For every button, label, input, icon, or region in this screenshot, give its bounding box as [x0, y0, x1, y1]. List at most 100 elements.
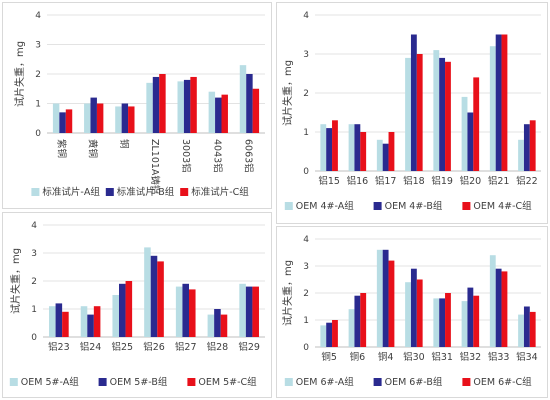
y-tick-label: 1	[35, 100, 41, 110]
x-category-label: 铝22	[516, 175, 538, 187]
bar	[501, 271, 508, 347]
x-category-label: 铝33	[488, 351, 510, 363]
x-category-label: 铝32	[460, 351, 482, 363]
chart-panel-oem4: 0 1 2 3 4 试片失重，mg 铝15 铝16 铝17 铝18 铝19 铝20 铝21 铝22 OEM …	[276, 2, 548, 224]
y-tick-label: 0	[35, 129, 41, 139]
bar	[239, 65, 247, 133]
bar	[439, 298, 446, 347]
legend-label: OEM 5#-C组	[198, 376, 257, 388]
bar	[360, 132, 367, 171]
bar	[221, 94, 228, 133]
x-category-label: 铝16	[347, 175, 369, 187]
bar	[52, 103, 60, 133]
bar	[439, 57, 446, 171]
bar	[214, 309, 221, 337]
bar	[523, 306, 530, 347]
bar	[215, 97, 222, 133]
bar	[246, 74, 253, 133]
legend-label: OEM 4#-B组	[385, 200, 443, 212]
bar	[183, 79, 191, 133]
x-category-label: 3003铝	[180, 139, 192, 173]
x-category-label: 铝18	[403, 175, 425, 187]
legend-label: 标准试片-C组	[191, 186, 249, 198]
legend-swatch	[105, 188, 114, 196]
bar	[382, 143, 389, 171]
chart-svg: 0 1 2 3 4 试片失重，mg 铜5 铜6 铜4 铝30 铝31 铝32 铝33 铝34 OEM 6#-…	[281, 235, 541, 388]
bar	[433, 298, 440, 347]
y-axis-label: 试片失重，mg	[281, 60, 294, 126]
bar	[518, 139, 524, 171]
bar	[144, 247, 151, 337]
bar	[121, 103, 129, 133]
y-tick-label: 0	[31, 333, 37, 343]
x-category-label: 铝34	[516, 351, 538, 363]
y-tick-label: 0	[303, 343, 309, 353]
legend-label: OEM 4#-A组	[296, 200, 354, 212]
bar	[239, 283, 246, 337]
x-category-label: 铝30	[403, 351, 425, 363]
legend-swatch	[373, 378, 382, 386]
bar	[80, 306, 88, 337]
y-tick-label: 3	[303, 50, 309, 60]
x-category-label: 铝20	[460, 175, 482, 187]
y-tick-label: 1	[303, 316, 309, 326]
bar	[96, 103, 104, 133]
bar	[495, 268, 502, 347]
legend-label: OEM 6#-A组	[296, 376, 354, 388]
bar	[473, 77, 480, 171]
bar	[405, 282, 411, 347]
bar	[320, 124, 327, 171]
legend-label: 标准试片-A组	[42, 186, 100, 198]
bar	[332, 320, 338, 347]
legend-swatch	[187, 378, 196, 386]
bar	[115, 106, 122, 133]
y-tick-label: 3	[31, 249, 37, 259]
x-category-label: 铝31	[431, 351, 453, 363]
x-category-label: 铜5	[321, 351, 337, 363]
legend-swatch	[180, 188, 189, 196]
legend-swatch	[98, 378, 107, 386]
y-tick-label: 4	[31, 221, 37, 231]
bar	[354, 124, 361, 171]
bar	[49, 306, 56, 337]
chart-svg: 0 1 2 3 4 试片失重，mg 紫铜 黄铜 铜 ZL101A铸铝 3003铝 4043铝 6063铝…	[13, 11, 265, 198]
bar	[489, 255, 496, 347]
bar	[207, 314, 215, 337]
bar	[348, 309, 355, 347]
bar	[326, 322, 333, 347]
bar	[62, 311, 69, 337]
bar	[119, 283, 126, 337]
bar	[473, 295, 480, 347]
bar	[416, 279, 423, 347]
bar	[433, 50, 440, 171]
bar	[152, 76, 160, 133]
y-tick-label: 3	[35, 41, 41, 51]
y-tick-label: 1	[303, 128, 309, 138]
x-category-label: 铝29	[238, 341, 260, 353]
legend-label: OEM 6#-C组	[473, 376, 532, 388]
bar	[501, 34, 508, 171]
legend-swatch	[373, 202, 382, 210]
legend-label: OEM 5#-A组	[21, 376, 79, 388]
bar	[146, 82, 153, 133]
bar	[157, 261, 164, 337]
bar	[84, 103, 91, 133]
bar	[252, 88, 260, 133]
bar	[405, 57, 411, 171]
bar	[177, 81, 184, 133]
legend-label: 标准试片-B组	[117, 186, 175, 198]
x-category-label: 铜6	[350, 351, 366, 363]
bar	[125, 281, 133, 337]
legend-label: OEM 5#-B组	[110, 376, 168, 388]
bar	[360, 293, 367, 347]
bar	[467, 112, 474, 171]
y-tick-label: 2	[35, 70, 41, 80]
y-tick-label: 0	[303, 167, 309, 177]
y-tick-label: 4	[303, 11, 309, 21]
bar	[65, 109, 73, 133]
x-category-label: 铝19	[431, 175, 453, 187]
bar	[523, 124, 530, 171]
y-tick-label: 1	[31, 305, 37, 315]
bar	[87, 314, 94, 337]
x-category-label: 铝25	[111, 341, 133, 353]
